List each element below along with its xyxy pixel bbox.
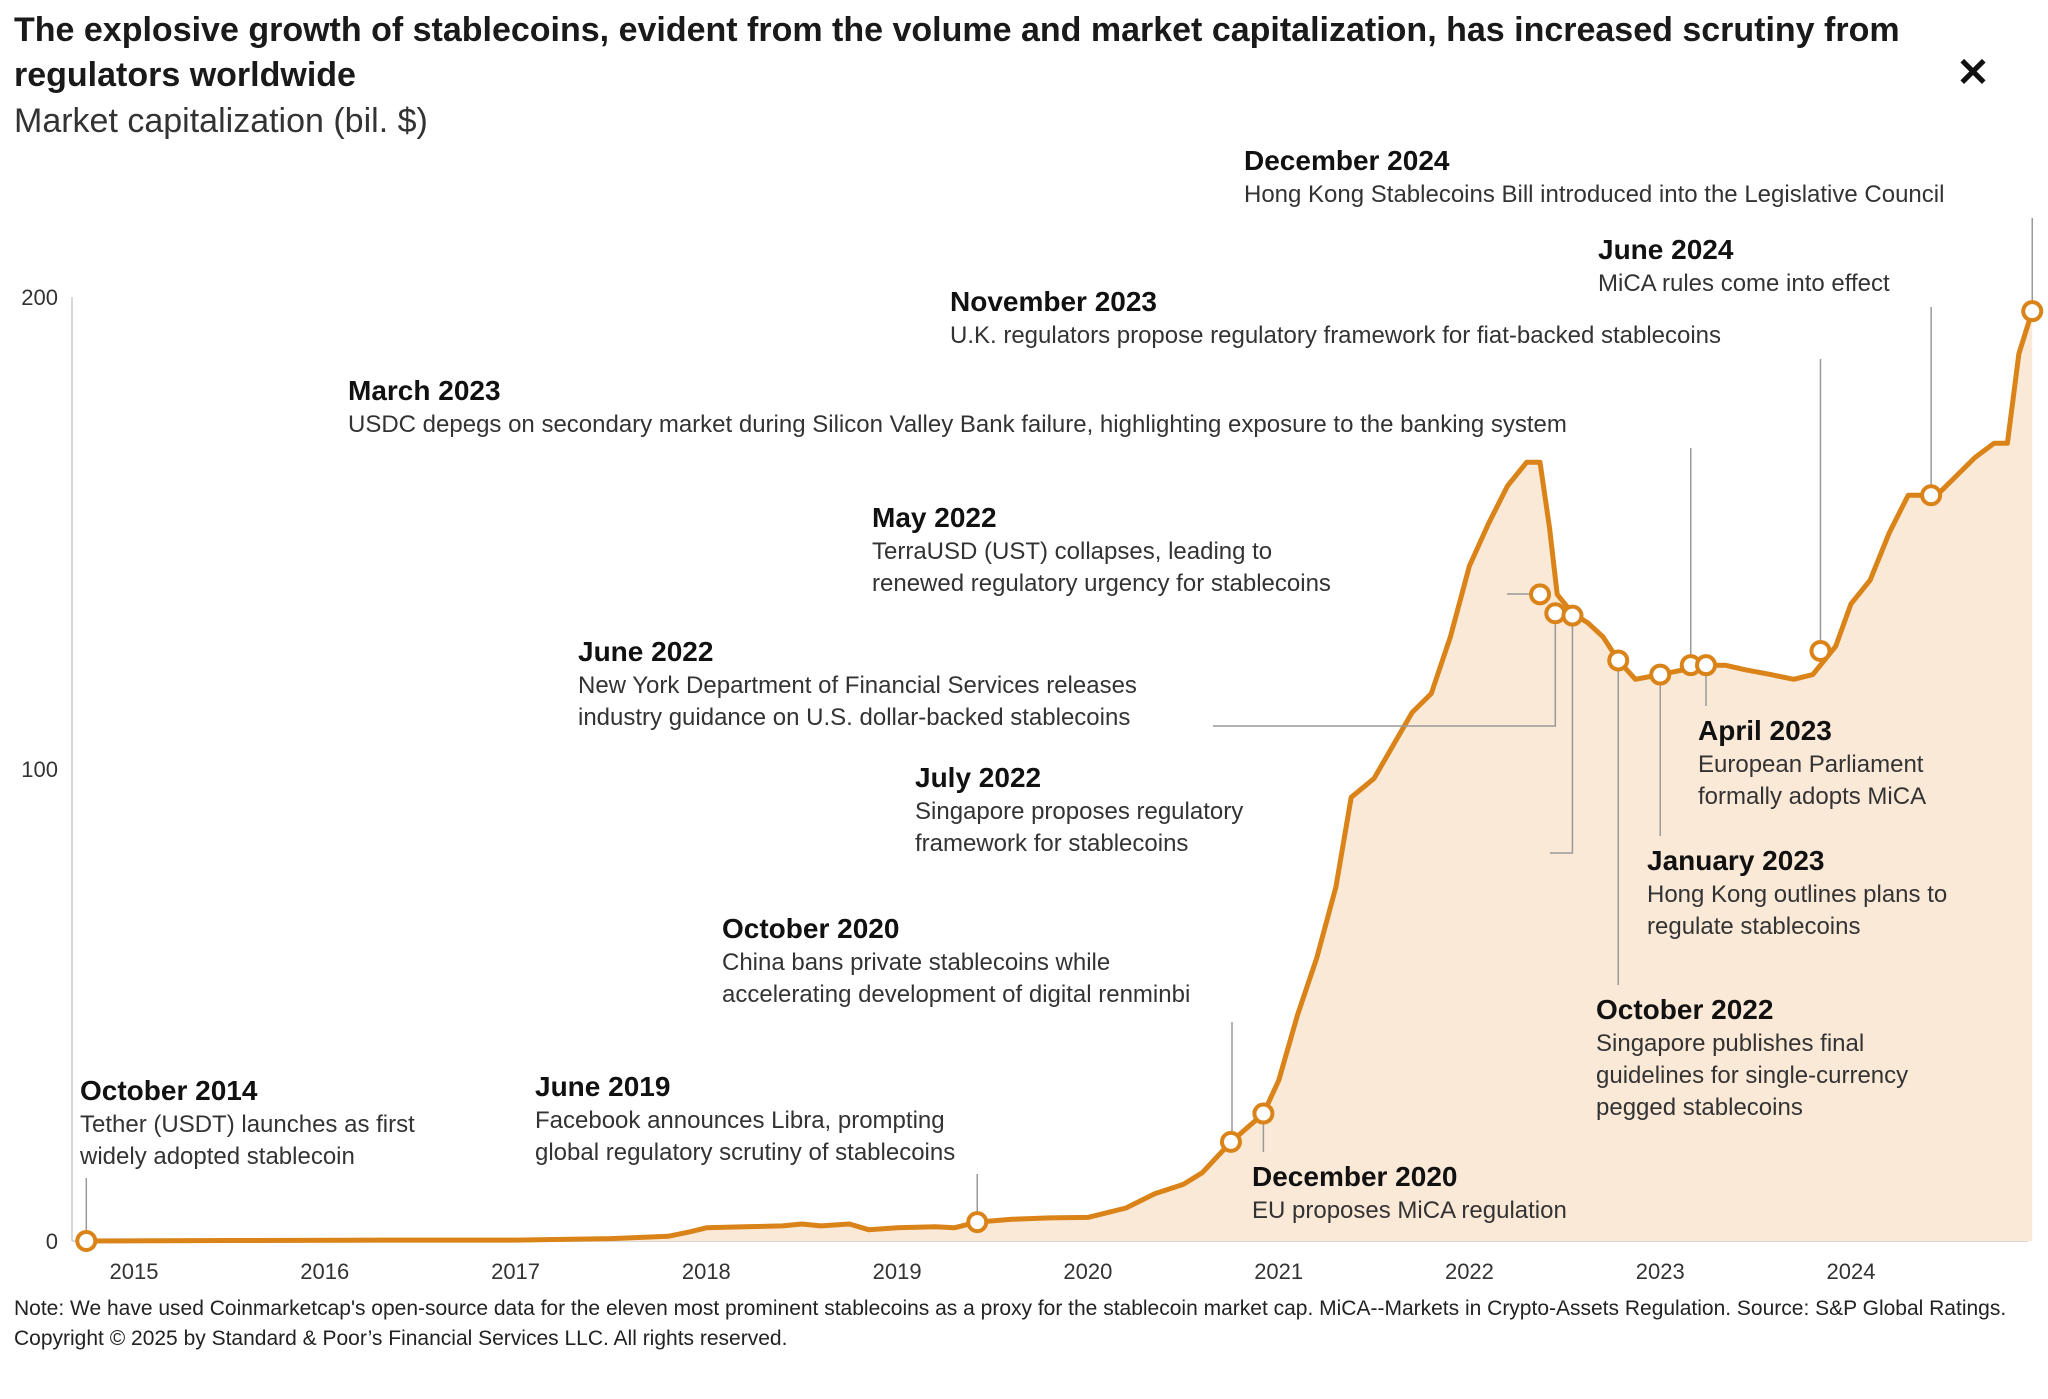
- x-tick-label: 2016: [300, 1259, 349, 1284]
- x-tick-label: 2021: [1254, 1259, 1303, 1284]
- event-description: China bans private stablecoins while: [722, 949, 1110, 976]
- chart-notes: Note: We have used Coinmarketcap's open-…: [14, 1294, 2014, 1354]
- y-tick-label: 200: [21, 285, 58, 310]
- event-marker: [1529, 583, 1552, 606]
- event-heading: July 2022: [915, 762, 1041, 793]
- event-description: accelerating development of digital renm…: [722, 981, 1190, 1008]
- x-tick-label: 2024: [1827, 1259, 1876, 1284]
- note-text: Note: We have used Coinmarketcap's open-…: [14, 1297, 2007, 1320]
- event-description: widely adopted stablecoin: [79, 1143, 355, 1170]
- event-description: European Parliament: [1698, 751, 1924, 778]
- event-description: USDC depegs on secondary market during S…: [348, 411, 1567, 438]
- event-marker: [1695, 654, 1718, 677]
- event-marker: [75, 1230, 98, 1252]
- event-description: guidelines for single-currency: [1596, 1062, 1908, 1089]
- event-description: industry guidance on U.S. dollar-backed …: [578, 704, 1130, 731]
- event-heading: June 2022: [578, 636, 713, 667]
- x-tick-label: 2022: [1445, 1259, 1494, 1284]
- event-description: U.K. regulators propose regulatory frame…: [950, 322, 1721, 349]
- copyright-text: Copyright © 2025 by Standard & Poor’s Fi…: [14, 1327, 788, 1350]
- x-tick-label: 2023: [1636, 1259, 1685, 1284]
- close-icon[interactable]: ✕: [1956, 51, 1990, 95]
- event-marker: [1920, 484, 1943, 507]
- event-description: Tether (USDT) launches as first: [80, 1111, 415, 1138]
- x-tick-label: 2019: [873, 1259, 922, 1284]
- event-marker: [1607, 649, 1630, 672]
- event-marker: [1252, 1102, 1275, 1125]
- event-marker: [1649, 663, 1672, 686]
- event-heading: June 2019: [535, 1071, 670, 1102]
- event-heading: November 2023: [950, 286, 1157, 317]
- event-description: New York Department of Financial Service…: [578, 672, 1137, 699]
- event-heading: January 2023: [1647, 845, 1824, 876]
- event-marker: [1561, 604, 1584, 627]
- event-description: regulate stablecoins: [1647, 913, 1860, 940]
- event-description: Hong Kong outlines plans to: [1647, 881, 1947, 908]
- event-description: formally adopts MiCA: [1698, 783, 1926, 810]
- event-marker: [1219, 1130, 1242, 1153]
- event-description: Singapore proposes regulatory: [915, 798, 1243, 825]
- event-description: framework for stablecoins: [915, 830, 1188, 857]
- event-heading: May 2022: [872, 502, 997, 533]
- event-description: Hong Kong Stablecoins Bill introduced in…: [1244, 181, 1944, 208]
- event-heading: October 2020: [722, 913, 899, 944]
- event-marker: [2021, 300, 2044, 323]
- event-description: EU proposes MiCA regulation: [1252, 1197, 1567, 1224]
- chart-subtitle: Market capitalization (bil. $): [14, 102, 428, 140]
- event-description: Facebook announces Libra, prompting: [535, 1107, 945, 1134]
- event-heading: October 2014: [80, 1075, 258, 1106]
- event-description: pegged stablecoins: [1596, 1094, 1803, 1121]
- x-tick-label: 2017: [491, 1259, 540, 1284]
- y-tick-label: 0: [46, 1229, 58, 1254]
- event-marker: [1809, 640, 1832, 662]
- event-marker: [966, 1211, 989, 1234]
- chart-title: The explosive growth of stablecoins, evi…: [14, 11, 1900, 94]
- event-description: renewed regulatory urgency for stablecoi…: [872, 570, 1331, 597]
- leader-line: [1213, 613, 1557, 727]
- event-description: global regulatory scrutiny of stablecoin…: [535, 1139, 955, 1166]
- x-tick-label: 2018: [682, 1259, 731, 1284]
- event-marker: [1544, 602, 1567, 625]
- market-cap-chart: 0 100 200 2015 2016 2017 2018 2019 2020 2021 2022 2…: [21, 145, 2044, 1284]
- event-heading: March 2023: [348, 375, 501, 406]
- event-description: Singapore publishes final: [1596, 1030, 1864, 1057]
- x-tick-label: 2015: [110, 1259, 159, 1284]
- event-heading: April 2023: [1698, 715, 1832, 746]
- event-heading: June 2024: [1598, 234, 1734, 265]
- event-heading: December 2024: [1244, 145, 1450, 176]
- x-tick-label: 2020: [1063, 1259, 1112, 1284]
- event-description: MiCA rules come into effect: [1598, 270, 1890, 297]
- series-area: [86, 311, 2033, 1241]
- leader-line: [1550, 615, 1574, 854]
- event-heading: December 2020: [1252, 1161, 1457, 1192]
- y-tick-label: 100: [21, 757, 58, 782]
- event-description: TerraUSD (UST) collapses, leading to: [872, 538, 1272, 565]
- event-heading: October 2022: [1596, 994, 1773, 1025]
